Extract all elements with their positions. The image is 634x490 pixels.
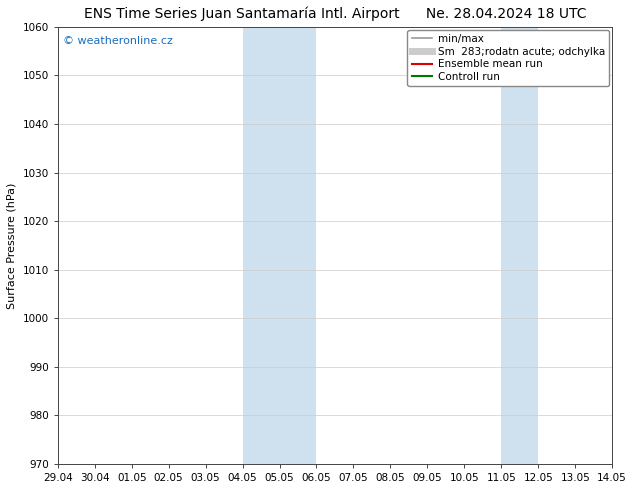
Bar	[243, 27, 316, 464]
Title: ENS Time Series Juan Santamaría Intl. Airport      Ne. 28.04.2024 18 UTC: ENS Time Series Juan Santamaría Intl. Ai…	[84, 7, 586, 22]
Bar	[501, 27, 538, 464]
Text: © weatheronline.cz: © weatheronline.cz	[63, 35, 173, 46]
Legend: min/max, Sm  283;rodatn acute; odchylka, Ensemble mean run, Controll run: min/max, Sm 283;rodatn acute; odchylka, …	[408, 30, 609, 86]
Y-axis label: Surface Pressure (hPa): Surface Pressure (hPa)	[7, 182, 17, 309]
